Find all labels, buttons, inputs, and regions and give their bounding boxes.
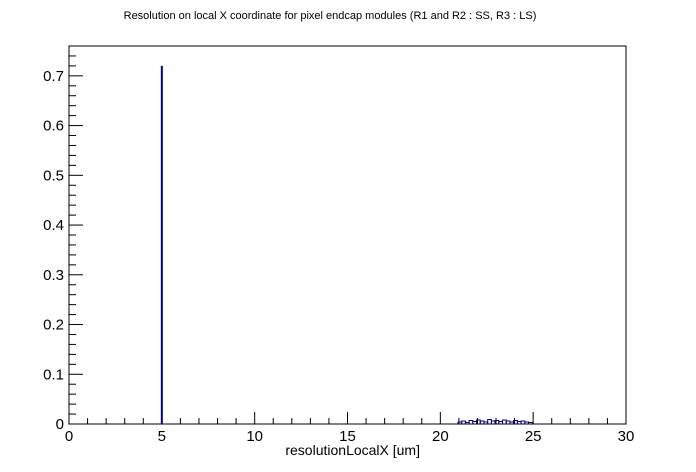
histogram-bin [528,422,533,424]
y-tick-label: 0 [56,416,64,433]
x-tick-label: 0 [65,428,73,445]
x-axis-label: resolutionLocalX [um] [285,442,420,458]
histogram-bin [468,420,474,424]
y-tick-label: 0.3 [43,267,64,284]
x-tick-label: 20 [432,428,449,445]
x-tick-label: 15 [339,428,356,445]
x-tick-label: 30 [618,428,635,445]
histogram-series [160,65,533,424]
histogram-bin [487,419,492,424]
chart-title: Resolution on local X coordinate for pix… [123,10,537,22]
y-tick-label: 0.7 [43,68,64,85]
x-tick-label: 5 [158,428,166,445]
y-tick-label: 0.6 [43,118,64,135]
y-tick-label: 0.1 [43,366,64,383]
y-tick-label: 0.5 [43,167,64,184]
y-tick-label: 0.2 [43,317,64,334]
y-axis: 0 0.1 0.2 0.3 0.4 0.5 0.6 0.7 [43,55,83,433]
x-tick-label: 10 [246,428,263,445]
x-axis: 0 5 10 15 20 25 30 [65,412,635,445]
x-tick-label: 25 [525,428,542,445]
y-tick-label: 0.4 [43,217,64,234]
plot-frame [68,45,627,425]
histogram-bin [502,419,507,424]
